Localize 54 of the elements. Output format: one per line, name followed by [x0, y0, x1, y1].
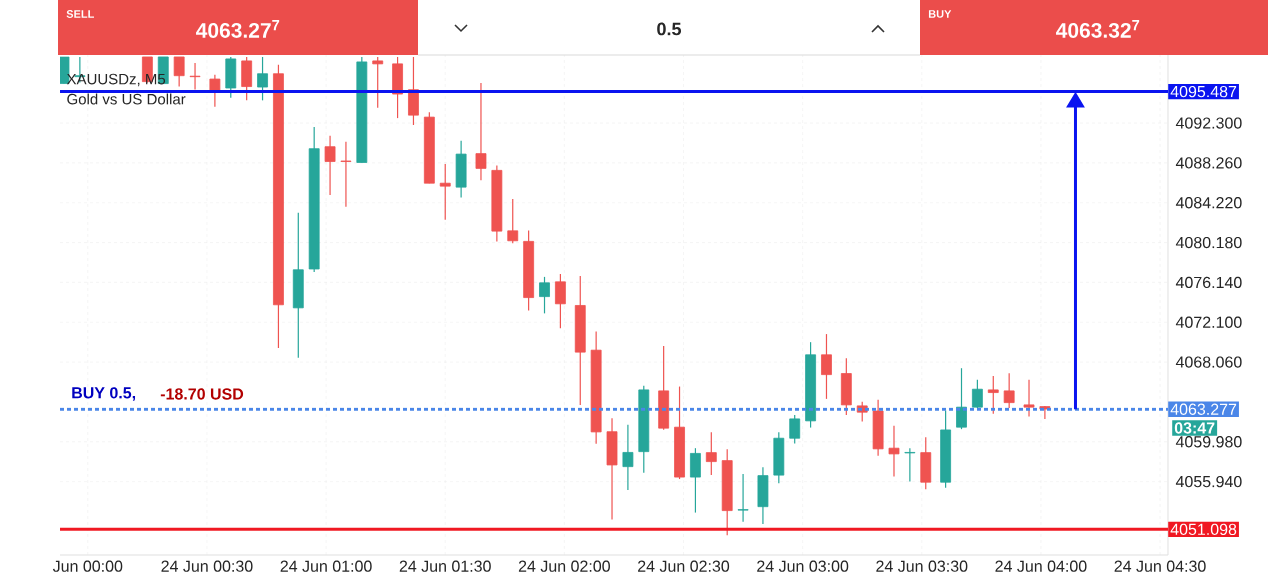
candlestick [622, 424, 634, 491]
candlestick [507, 198, 519, 244]
x-tick-label: Jun 00:00 [52, 560, 123, 572]
y-tick-label: 4088.260 [1175, 157, 1242, 169]
candlestick [904, 447, 916, 483]
candlestick [705, 431, 717, 476]
candlestick [189, 62, 201, 91]
x-tick-label: 24 Jun 00:30 [161, 560, 253, 572]
candlestick [971, 379, 983, 409]
candlestick [257, 56, 268, 101]
text: 4063.32$^{7}$ [1056, 20, 1140, 38]
candlestick [789, 414, 801, 445]
x-tick-label: 24 Jun 01:00 [280, 560, 372, 572]
text: 03:47 [1174, 422, 1215, 434]
text: 4063.27$^{7}$ [196, 20, 280, 38]
candlestick [987, 375, 999, 415]
candlestick [690, 447, 701, 514]
x-tick-label: 24 Jun 03:30 [876, 560, 968, 572]
candlestick [821, 333, 832, 400]
annotation: BUY 0.5, [72, 387, 136, 401]
candlestick [1003, 372, 1015, 409]
x-tick-label: 24 Jun 04:30 [1114, 560, 1206, 572]
annotation: -18.70 USD [160, 388, 244, 400]
candlestick [888, 425, 900, 478]
candlestick [737, 473, 749, 523]
text: SELL [66, 10, 94, 18]
text: 0.5 [657, 22, 682, 36]
ref-line-label: 4063.277 [1170, 403, 1237, 415]
candlestick [539, 276, 550, 314]
ref-line-label: 4095.487 [1170, 85, 1237, 98]
text: Gold vs US Dollar [67, 93, 186, 105]
y-tick-label: 4059.980 [1175, 436, 1242, 448]
x-tick-label: 24 Jun 04:00 [995, 560, 1087, 572]
candlestick [439, 163, 451, 221]
y-tick-label: 4068.060 [1175, 356, 1242, 368]
ref-line-label: 4051.098 [1170, 523, 1237, 536]
y-tick-label: 4080.180 [1175, 236, 1242, 249]
x-tick-label: 24 Jun 03:00 [757, 560, 849, 572]
candlestick [475, 82, 487, 181]
candlestick [324, 135, 336, 196]
y-tick-label: 4084.220 [1175, 197, 1242, 209]
candlestick [340, 141, 352, 208]
text: BUY [928, 10, 952, 18]
x-tick-label: 24 Jun 02:00 [518, 560, 610, 572]
candlestick [956, 367, 967, 430]
y-tick-label: 4092.300 [1175, 117, 1242, 129]
candlestick [555, 273, 566, 329]
x-tick-label: 24 Jun 01:30 [399, 560, 491, 572]
y-tick-label: 4076.140 [1175, 276, 1242, 289]
candlestick [1023, 379, 1035, 418]
y-tick-label: 4072.100 [1175, 316, 1242, 328]
y-tick-label: 4055.940 [1175, 475, 1242, 488]
candlestick [372, 56, 384, 109]
x-tick-label: 24 Jun 02:30 [638, 560, 730, 572]
